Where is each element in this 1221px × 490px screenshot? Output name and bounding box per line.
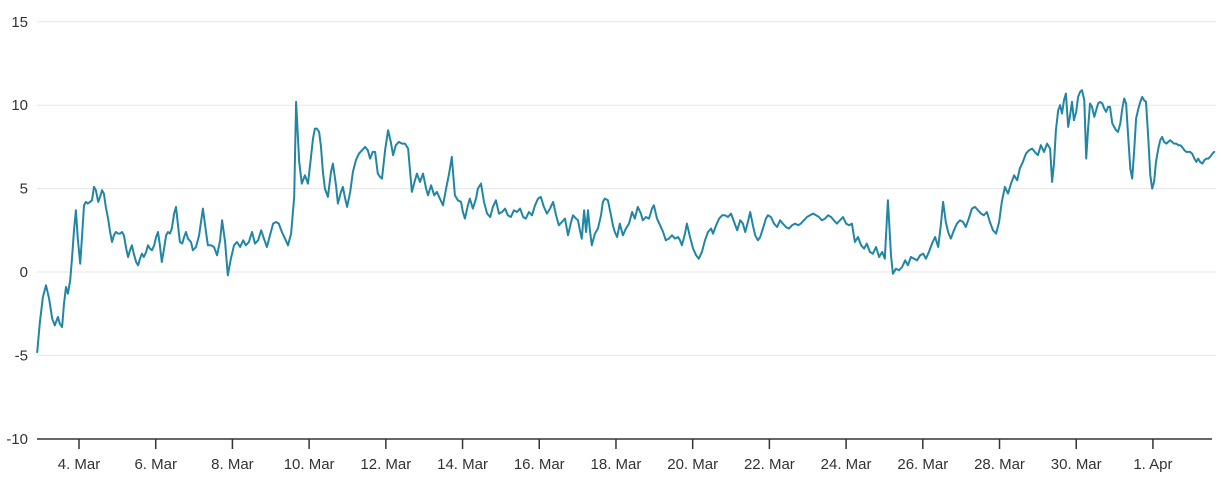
x-axis-label: 8. Mar	[211, 456, 254, 473]
x-axis-label: 20. Mar	[667, 456, 718, 473]
x-axis-label: 1. Apr	[1133, 456, 1172, 473]
y-axis-label: -5	[15, 347, 28, 364]
y-axis-label: 0	[20, 264, 28, 281]
x-axis-label: 10. Mar	[284, 456, 335, 473]
x-axis-label: 28. Mar	[974, 456, 1025, 473]
x-axis-label: 14. Mar	[437, 456, 488, 473]
x-axis-label: 12. Mar	[360, 456, 411, 473]
y-axis-label: 10	[11, 97, 28, 114]
y-axis-label: -10	[6, 431, 28, 448]
x-axis-label: 24. Mar	[821, 456, 872, 473]
x-axis-label: 6. Mar	[134, 456, 177, 473]
x-axis-label: 26. Mar	[897, 456, 948, 473]
x-axis-label: 30. Mar	[1051, 456, 1102, 473]
y-axis-label: 5	[20, 181, 28, 198]
x-axis-label: 4. Mar	[58, 456, 101, 473]
data-series-line	[36, 89, 1216, 354]
x-axis-label: 16. Mar	[514, 456, 565, 473]
y-axis-label: 15	[11, 14, 28, 31]
x-axis-label: 22. Mar	[744, 456, 795, 473]
x-axis-label: 18. Mar	[591, 456, 642, 473]
